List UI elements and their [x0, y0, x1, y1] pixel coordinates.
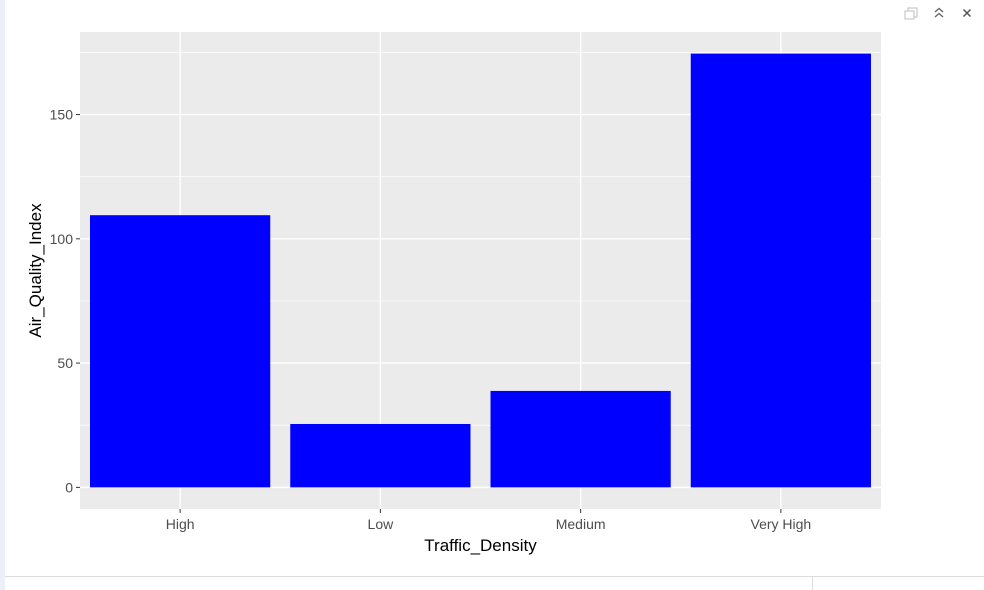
x-axis-title: Traffic_Density [424, 536, 537, 555]
close-button[interactable] [958, 5, 976, 21]
pane-controls [902, 5, 976, 21]
maximize-icon [934, 7, 944, 18]
bars [90, 53, 871, 488]
y-axis-ticks: 0 50 100 150 [50, 107, 80, 495]
bar [290, 423, 471, 488]
x-tick-label: High [166, 516, 195, 532]
y-tick-label: 100 [50, 231, 74, 247]
popout-icon [904, 6, 918, 20]
popout-button[interactable] [902, 5, 920, 21]
bar [490, 390, 671, 488]
x-tick-label: Very High [751, 516, 812, 532]
close-icon [962, 8, 972, 18]
maximize-button[interactable] [930, 5, 948, 21]
y-tick-label: 0 [65, 479, 73, 495]
x-tick-label: Low [368, 516, 395, 532]
y-axis-title: Air_Quality_Index [26, 203, 45, 338]
bar [690, 53, 871, 488]
x-axis-ticks: High Low Medium Very High [166, 509, 812, 532]
pane-left-border [0, 0, 5, 590]
pane-bottom-splitter [812, 577, 813, 590]
x-tick-label: Medium [556, 516, 606, 532]
bar [90, 215, 271, 488]
y-tick-label: 150 [50, 107, 74, 123]
y-tick-label: 50 [57, 355, 73, 371]
pane-bottom-divider [5, 576, 984, 577]
